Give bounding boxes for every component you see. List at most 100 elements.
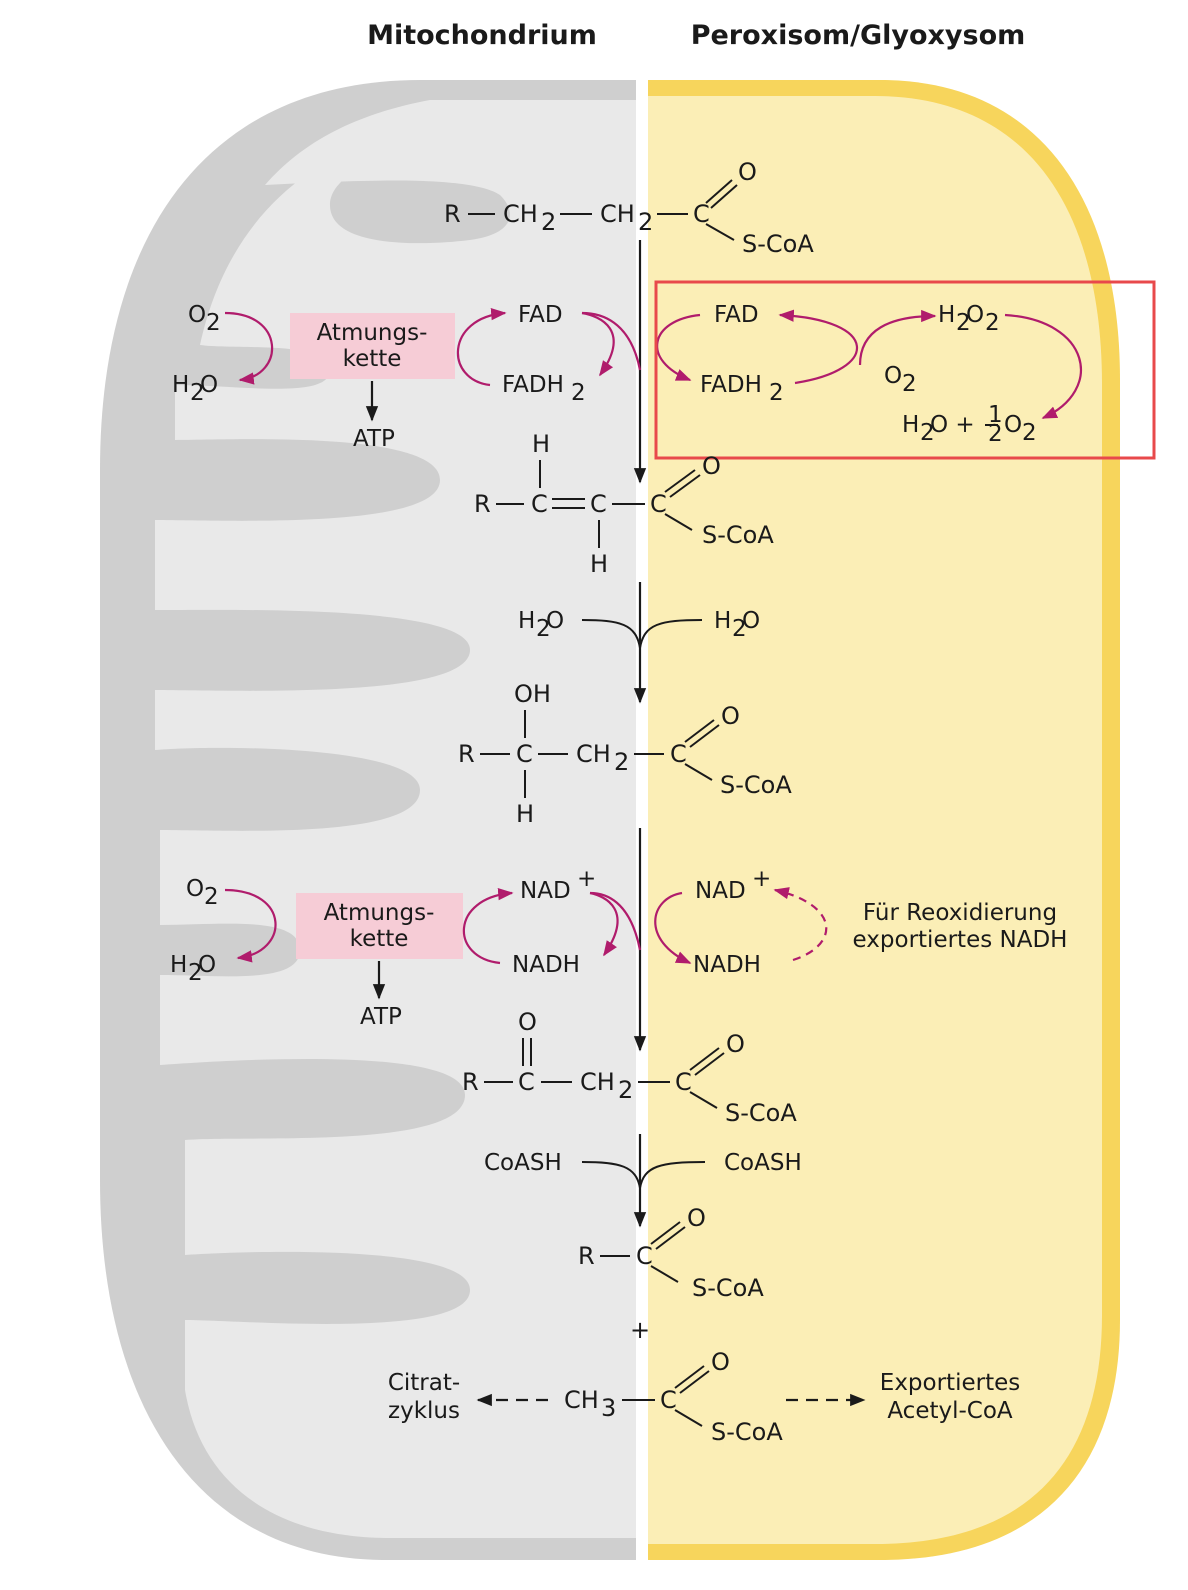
- ketoacyl-coa-molecule: O R C CH 2 C O S-CoA: [462, 1008, 797, 1127]
- h2o-label: H: [170, 952, 187, 978]
- svg-text:2: 2: [985, 310, 1000, 336]
- svg-text:2: 2: [190, 380, 205, 406]
- svg-text:zyklus: zyklus: [388, 1398, 460, 1424]
- shortened-acyl-coa-molecule: R C O S-CoA: [578, 1204, 764, 1302]
- svg-text:O: O: [1004, 412, 1022, 438]
- svg-text:2: 2: [902, 371, 917, 397]
- svg-text:O: O: [738, 158, 757, 186]
- hydroxyacyl-coa-molecule: OH R C H CH 2 C O S-CoA: [458, 680, 792, 828]
- svg-text:C: C: [660, 1386, 677, 1414]
- svg-text:O +: O +: [930, 412, 975, 438]
- fadh2-label: FADH: [502, 372, 564, 398]
- svg-text:+: +: [577, 866, 596, 892]
- svg-text:R: R: [458, 740, 475, 768]
- citrate-cycle-label: Citrat-: [388, 1370, 460, 1396]
- nadh-label: NADH: [512, 952, 580, 978]
- svg-text:C: C: [518, 1068, 535, 1096]
- atp-label: ATP: [360, 1004, 402, 1030]
- svg-text:O: O: [742, 608, 760, 634]
- svg-text:2: 2: [732, 616, 747, 642]
- water-input-mito: H: [518, 608, 535, 634]
- svg-text:CH: CH: [503, 200, 538, 228]
- svg-text:CH: CH: [600, 200, 635, 228]
- o2-label: O: [188, 302, 206, 328]
- acetyl-coa-molecule: CH 3 C O S-CoA: [564, 1348, 783, 1446]
- svg-text:2: 2: [204, 884, 219, 910]
- svg-text:C: C: [636, 1242, 653, 1270]
- peroxisome-header: Peroxisom/Glyoxysom: [691, 20, 1026, 51]
- step4-thiolysis: CoASH CoASH: [484, 1150, 802, 1189]
- svg-text:CH: CH: [580, 1068, 615, 1096]
- svg-text:2: 2: [920, 420, 935, 446]
- highlight-box: [654, 280, 1156, 460]
- o2-label: O: [884, 363, 902, 389]
- svg-text:H: H: [590, 550, 608, 578]
- svg-text:O: O: [726, 1030, 745, 1058]
- step3-mitochondrial-reaction: O 2 H 2 O Atmungs- kette ATP NAD + NADH: [170, 866, 642, 1030]
- svg-text:2: 2: [988, 421, 1003, 447]
- svg-text:kette: kette: [350, 926, 409, 952]
- mitochondrion-matrix: [155, 100, 636, 1538]
- svg-text:2: 2: [956, 310, 971, 336]
- svg-text:O: O: [198, 952, 216, 978]
- svg-text:2: 2: [769, 380, 784, 406]
- svg-text:O: O: [546, 608, 564, 634]
- svg-text:C: C: [693, 200, 710, 228]
- h2o-label: H: [172, 372, 189, 398]
- svg-text:CH: CH: [576, 740, 611, 768]
- svg-text:S-CoA: S-CoA: [711, 1418, 783, 1446]
- svg-text:O: O: [966, 302, 984, 328]
- step3-peroxisomal-reaction: NAD + NADH Für Reoxidierung exportiertes…: [654, 866, 1068, 978]
- svg-text:R: R: [578, 1242, 595, 1270]
- svg-text:2: 2: [536, 616, 551, 642]
- fad-label: FAD: [714, 302, 759, 328]
- svg-text:O: O: [687, 1204, 706, 1232]
- svg-text:H: H: [532, 430, 550, 458]
- svg-text:kette: kette: [343, 346, 402, 372]
- step1-peroxisomal-reaction: FAD FADH 2 O 2 H 2 O 2 H 2 O + 1 2 O 2: [654, 280, 1156, 460]
- fadh2-label: FADH: [700, 372, 762, 398]
- svg-text:3: 3: [601, 1394, 616, 1422]
- mitochondrion-compartment: [100, 80, 636, 1560]
- pathway-outputs: Citrat- zyklus Exportiertes Acetyl-CoA: [388, 1370, 1020, 1424]
- enoyl-coa-molecule: H R C C H C O S-CoA: [474, 430, 774, 578]
- water-input-perox: H: [714, 608, 731, 634]
- svg-text:Acetyl-CoA: Acetyl-CoA: [887, 1398, 1013, 1424]
- svg-text:Atmungs-: Atmungs-: [324, 900, 435, 926]
- svg-text:Atmungs-: Atmungs-: [317, 320, 428, 346]
- svg-text:2: 2: [188, 960, 203, 986]
- svg-text:2: 2: [638, 208, 653, 236]
- svg-text:R: R: [474, 490, 491, 518]
- svg-text:O: O: [711, 1348, 730, 1376]
- svg-text:OH: OH: [514, 680, 551, 708]
- svg-text:2: 2: [541, 208, 556, 236]
- respiratory-chain-box: [296, 893, 463, 959]
- svg-text:1: 1: [988, 402, 1003, 428]
- svg-text:S-CoA: S-CoA: [702, 521, 774, 549]
- plus-sign: +: [630, 1316, 650, 1344]
- step1-mitochondrial-reaction: O 2 H 2 O Atmungs- kette ATP FAD FADH 2: [172, 302, 642, 452]
- svg-text:C: C: [531, 490, 548, 518]
- atp-label: ATP: [353, 426, 395, 452]
- svg-text:R: R: [462, 1068, 479, 1096]
- coash-input-perox: CoASH: [724, 1150, 802, 1176]
- svg-text:C: C: [590, 490, 607, 518]
- svg-text:S-CoA: S-CoA: [720, 771, 792, 799]
- svg-text:2: 2: [206, 310, 221, 336]
- o2-label: O: [186, 876, 204, 902]
- r-group: R: [444, 200, 461, 228]
- mitochondrion-header: Mitochondrium: [367, 20, 597, 51]
- svg-text:O: O: [721, 702, 740, 730]
- svg-text:S-CoA: S-CoA: [725, 1099, 797, 1127]
- svg-text:S-CoA: S-CoA: [692, 1274, 764, 1302]
- step2-hydration: H 2 O H 2 O: [518, 608, 760, 649]
- nadh-label: NADH: [693, 952, 761, 978]
- water-oxygen-product: H: [902, 412, 919, 438]
- svg-text:2: 2: [618, 1076, 633, 1104]
- svg-text:O: O: [518, 1008, 537, 1036]
- nad-label: NAD: [695, 878, 746, 904]
- nad-label: NAD: [520, 878, 571, 904]
- svg-text:exportiertes NADH: exportiertes NADH: [853, 927, 1068, 953]
- reoxidation-note: Für Reoxidierung: [863, 900, 1057, 926]
